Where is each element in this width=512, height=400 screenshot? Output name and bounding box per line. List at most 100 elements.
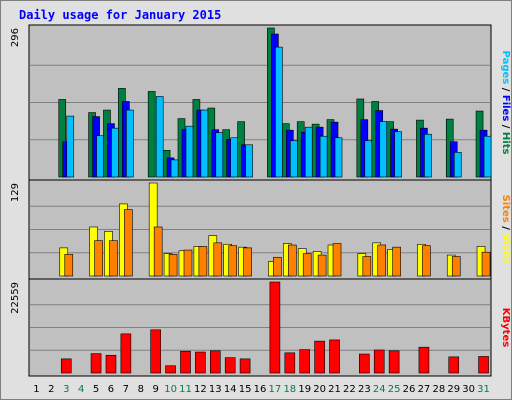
x-tick-label-day-14: 14 — [224, 384, 237, 395]
bar-hits-day-3 — [58, 99, 67, 178]
bar-sites-day-11 — [183, 249, 193, 277]
bar-pages-day-18 — [290, 140, 298, 178]
bar-pages-day-12 — [200, 109, 209, 178]
bar-pages-day-31 — [483, 135, 492, 178]
axis-label-separator: / — [500, 223, 511, 234]
x-tick-label-day-9: 9 — [152, 384, 158, 395]
x-tick-label-day-6: 6 — [108, 384, 114, 395]
x-tick-label-day-13: 13 — [209, 384, 222, 395]
bar-sites-day-15 — [243, 247, 252, 277]
bar-kbytes-day-25 — [388, 350, 400, 374]
x-tick-label-day-1: 1 — [33, 384, 39, 395]
panel-bot-max-label: 22559 — [10, 282, 21, 314]
axis-label-files: Files — [500, 95, 511, 121]
bar-kbytes-day-14 — [224, 357, 236, 374]
bar-sites-day-12 — [198, 246, 208, 277]
bar-kbytes-day-17 — [269, 281, 281, 374]
panel-bot-axis-label: KBytes — [500, 308, 511, 347]
bar-pages-day-5 — [96, 135, 104, 178]
bar-sites-day-27 — [422, 245, 431, 277]
bar-kbytes-day-13 — [209, 350, 221, 374]
bar-sites-day-18 — [288, 244, 297, 277]
axis-label-hits: Hits — [500, 132, 511, 155]
x-tick-label-day-16: 16 — [254, 384, 267, 395]
bar-kbytes-day-20 — [314, 340, 325, 374]
x-tick-label-day-31: 31 — [477, 384, 490, 395]
axis-label-kbytes: KBytes — [500, 308, 511, 347]
bar-hits-day-9 — [147, 91, 156, 178]
chart-panels: 296 Pages / Files / Hits 129 Sites / Visits… — [10, 24, 511, 377]
panel-top: 296 Pages / Files / Hits — [10, 24, 511, 181]
x-tick-label-day-7: 7 — [123, 384, 129, 395]
chart-title: Daily usage for January 2015 — [19, 8, 221, 22]
bar-sites-day-7 — [124, 209, 133, 277]
bar-pages-day-7 — [126, 109, 134, 178]
bar-kbytes-day-6 — [105, 354, 117, 374]
x-tick-label-day-4: 4 — [78, 384, 84, 395]
bar-kbytes-day-31 — [478, 356, 489, 374]
bar-sites-day-24 — [377, 244, 387, 277]
bar-pages-day-17 — [275, 46, 283, 178]
panel-mid-axis-label: Sites / Visits — [500, 195, 511, 265]
bar-sites-day-31 — [481, 251, 491, 277]
x-tick-label-day-28: 28 — [432, 384, 445, 395]
panel-top-max-label: 296 — [10, 28, 21, 47]
bar-sites-day-19 — [302, 253, 312, 277]
panel-bot: 22559 KBytes — [10, 278, 511, 377]
bar-kbytes-day-3 — [60, 358, 72, 374]
x-tick-label-day-8: 8 — [138, 384, 144, 395]
x-axis: 1 2 3 4 5 6 7 8 9 10 11 12 13 14 15 16 17 18 19 20 21 22 23 24 2… — [33, 384, 490, 395]
x-tick-label-day-17: 17 — [269, 384, 282, 395]
bar-sites-day-25 — [392, 246, 401, 277]
bar-pages-day-25 — [394, 131, 402, 178]
axis-label-separator: / — [500, 84, 511, 95]
x-tick-label-day-22: 22 — [343, 384, 356, 395]
bar-kbytes-day-23 — [359, 353, 370, 374]
bar-sites-day-6 — [109, 240, 118, 277]
bar-kbytes-day-5 — [90, 353, 102, 374]
bar-sites-day-17 — [273, 256, 282, 277]
bar-kbytes-day-18 — [284, 352, 296, 374]
bar-kbytes-day-12 — [195, 351, 206, 374]
bar-pages-day-10 — [170, 159, 179, 178]
panel-top-axis-label: Pages / Files / Hits — [500, 51, 511, 155]
x-tick-label-day-26: 26 — [403, 384, 416, 395]
bar-pages-day-13 — [215, 132, 224, 178]
x-tick-label-day-19: 19 — [298, 384, 311, 395]
bar-kbytes-day-27 — [418, 346, 430, 374]
bar-sites-day-10 — [168, 254, 178, 277]
bar-pages-day-15 — [245, 144, 253, 178]
bar-pages-day-21 — [334, 137, 343, 178]
bar-pages-day-24 — [379, 121, 388, 178]
x-tick-label-day-29: 29 — [447, 384, 460, 395]
bar-pages-day-6 — [111, 127, 119, 178]
x-tick-label-day-3: 3 — [63, 384, 69, 395]
bar-sites-day-5 — [94, 240, 103, 277]
x-tick-label-day-15: 15 — [239, 384, 252, 395]
bar-pages-day-9 — [155, 96, 164, 178]
x-tick-label-day-12: 12 — [194, 384, 207, 395]
bar-kbytes-day-15 — [239, 358, 251, 374]
bar-kbytes-day-9 — [150, 329, 161, 374]
x-tick-label-day-25: 25 — [388, 384, 401, 395]
bar-pages-day-19 — [304, 126, 313, 178]
bar-pages-day-11 — [185, 125, 194, 178]
x-tick-label-day-23: 23 — [358, 384, 371, 395]
bar-pages-day-29 — [453, 152, 462, 178]
bar-kbytes-day-21 — [329, 339, 340, 374]
axis-label-sites: Sites — [500, 195, 511, 223]
bar-kbytes-day-11 — [180, 350, 191, 374]
x-tick-label-day-27: 27 — [418, 384, 431, 395]
bar-sites-day-3 — [64, 254, 74, 277]
bar-pages-day-20 — [319, 135, 328, 178]
bar-sites-day-29 — [451, 256, 461, 277]
x-tick-label-day-18: 18 — [283, 384, 296, 395]
panel-mid: 129 Sites / Visits — [10, 179, 511, 280]
x-tick-label-day-10: 10 — [164, 384, 177, 395]
bar-sites-day-13 — [213, 242, 223, 277]
bar-kbytes-day-19 — [299, 349, 311, 374]
axis-label-visits: Visits — [500, 233, 511, 264]
bar-kbytes-day-29 — [448, 356, 460, 374]
bar-sites-day-21 — [332, 243, 342, 277]
bar-pages-day-23 — [364, 140, 373, 178]
